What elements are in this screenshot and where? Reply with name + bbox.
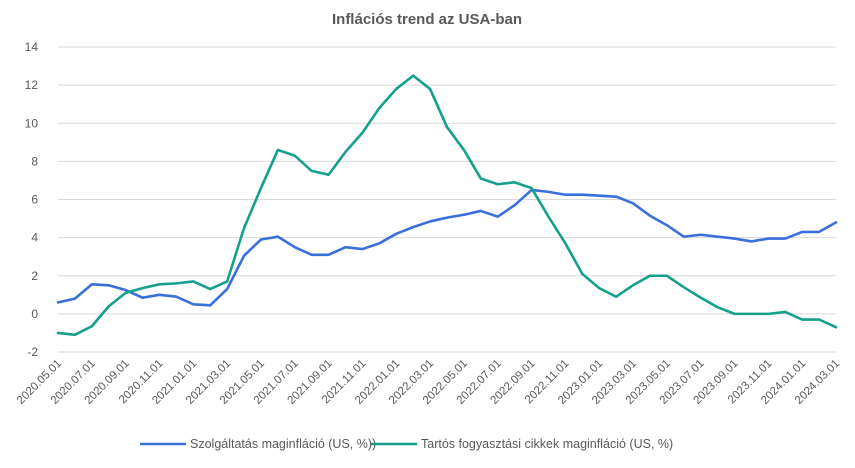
y-tick-label: 8 [31,154,38,168]
y-tick-label: 2 [31,269,38,283]
y-tick-label: -2 [27,345,38,359]
legend-label-1: Szolgáltatás maginfláció (US, %)) [190,437,376,451]
y-tick-label: 10 [25,116,39,130]
y-tick-label: 0 [31,307,38,321]
grid-layer [58,46,836,353]
legend-label-2: Tartós fogyasztási cikkek maginfláció (U… [421,437,673,451]
chart-title: Inflációs trend az USA-ban [332,11,522,28]
x-axis-ticks: 2020.05.012020.07.012020.09.012020.11.01… [15,358,842,407]
series-line-1 [56,188,838,307]
y-tick-label: 4 [31,231,38,245]
series-layer [56,74,838,337]
y-tick-label: 6 [31,193,38,207]
series-line-2 [56,74,838,337]
y-axis-ticks: -2 0 2 4 6 8 10 12 14 [25,40,39,359]
legend: Szolgáltatás maginfláció (US, %)) Tartós … [140,437,673,451]
y-tick-label: 14 [25,40,39,54]
y-tick-label: 12 [25,78,39,92]
